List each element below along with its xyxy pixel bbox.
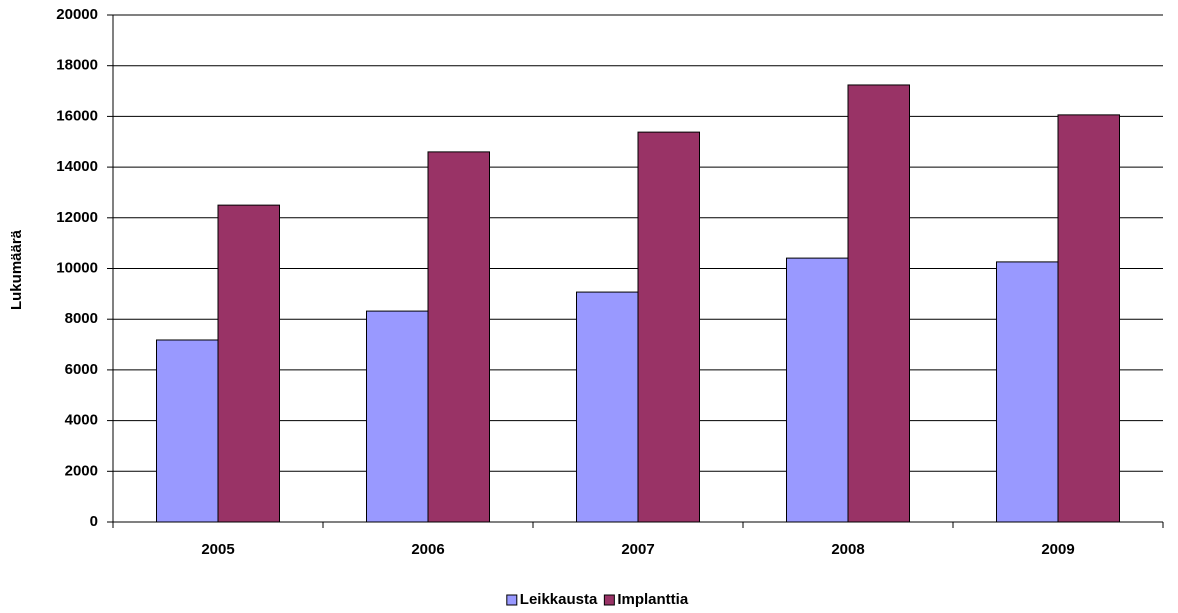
bar	[156, 339, 219, 523]
x-tick-label: 2009	[1041, 541, 1074, 558]
legend-label: Implanttia	[617, 591, 688, 608]
bar	[847, 84, 910, 523]
x-tick-label: 2008	[831, 541, 864, 558]
y-tick-label: 8000	[65, 310, 98, 327]
y-tick-label: 14000	[56, 158, 98, 175]
y-tick-label: 2000	[65, 462, 98, 479]
y-tick-label: 16000	[56, 107, 98, 124]
bar	[217, 204, 280, 523]
x-tick-label: 2005	[201, 541, 234, 558]
x-tick-label: 2006	[411, 541, 444, 558]
y-tick-label: 20000	[56, 6, 98, 23]
y-tick-label: 12000	[56, 209, 98, 226]
legend-swatch	[603, 594, 615, 606]
bar	[786, 257, 849, 523]
y-axis-label: Lukumäärä	[8, 229, 25, 310]
legend-label: Leikkausta	[520, 591, 598, 608]
y-tick-label: 18000	[56, 57, 98, 74]
y-tick-label: 6000	[65, 361, 98, 378]
bar	[576, 291, 639, 523]
y-tick-label: 4000	[65, 412, 98, 429]
legend-swatch	[506, 594, 518, 606]
bar	[996, 261, 1059, 523]
bar	[427, 151, 490, 523]
bar	[1057, 114, 1120, 523]
x-tick-label: 2007	[621, 541, 654, 558]
y-tick-label: 10000	[56, 259, 98, 276]
y-tick-label: 0	[90, 513, 98, 530]
bar	[366, 310, 429, 523]
bar	[637, 131, 700, 523]
